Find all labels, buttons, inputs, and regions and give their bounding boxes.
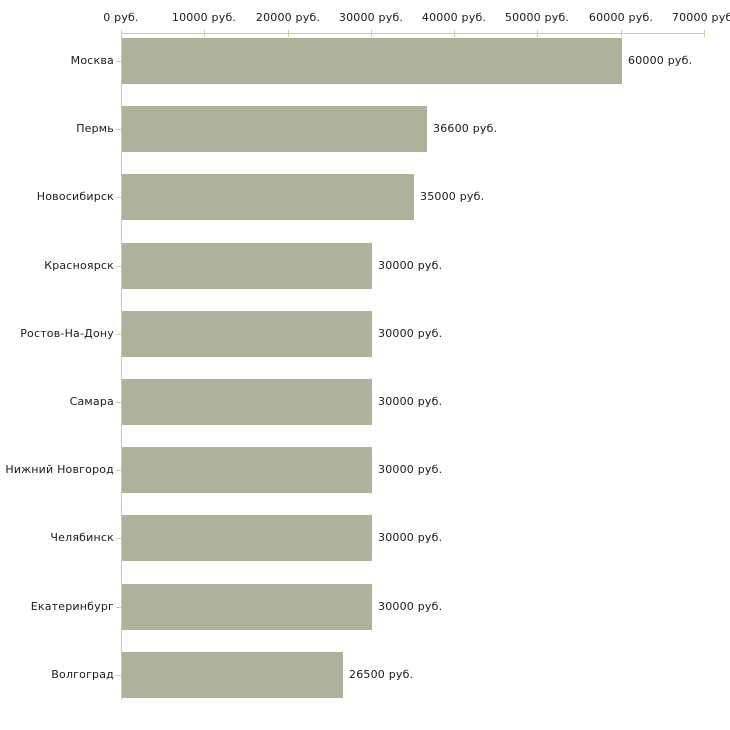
x-axis-tick-label: 20000 руб. bbox=[255, 11, 321, 24]
bar bbox=[122, 243, 372, 289]
category-label: Самара bbox=[69, 395, 114, 408]
x-axis-tick bbox=[121, 30, 122, 37]
x-axis-tick bbox=[371, 30, 372, 37]
x-axis-tick-label: 50000 руб. bbox=[504, 11, 570, 24]
bar-value-label: 30000 руб. bbox=[378, 327, 443, 340]
category-tick bbox=[116, 61, 121, 62]
category-tick bbox=[116, 675, 121, 676]
bar-value-label: 30000 руб. bbox=[378, 259, 443, 272]
category-label: Челябинск bbox=[50, 531, 114, 544]
category-tick bbox=[116, 129, 121, 130]
x-axis-tick bbox=[204, 30, 205, 37]
category-tick bbox=[116, 538, 121, 539]
bar-value-label: 60000 руб. bbox=[628, 54, 693, 67]
x-axis-tick-label: 70000 руб. bbox=[671, 11, 730, 24]
category-label: Нижний Новгород bbox=[5, 463, 114, 476]
bar bbox=[122, 38, 622, 84]
bar-value-label: 36600 руб. bbox=[433, 122, 498, 135]
category-label: Екатеринбург bbox=[30, 600, 114, 613]
x-axis-tick-label: 40000 руб. bbox=[421, 11, 487, 24]
bar bbox=[122, 447, 372, 493]
x-axis-tick-label: 60000 руб. bbox=[588, 11, 654, 24]
category-label: Красноярск bbox=[44, 259, 114, 272]
x-axis-tick-label: 30000 руб. bbox=[338, 11, 404, 24]
category-label: Ростов-На-Дону bbox=[20, 327, 114, 340]
bar bbox=[122, 106, 427, 152]
bar-value-label: 30000 руб. bbox=[378, 395, 443, 408]
bar-value-label: 35000 руб. bbox=[420, 190, 485, 203]
x-axis-tick-label: 0 руб. bbox=[103, 11, 139, 24]
bar bbox=[122, 652, 343, 698]
y-axis-line bbox=[121, 33, 122, 700]
bar bbox=[122, 515, 372, 561]
bar bbox=[122, 584, 372, 630]
category-label: Москва bbox=[70, 54, 114, 67]
x-axis-tick bbox=[704, 30, 705, 37]
bar-value-label: 30000 руб. bbox=[378, 463, 443, 476]
x-axis-tick bbox=[454, 30, 455, 37]
bar bbox=[122, 311, 372, 357]
x-axis-line bbox=[121, 33, 705, 34]
category-tick bbox=[116, 197, 121, 198]
bar bbox=[122, 379, 372, 425]
category-tick bbox=[116, 334, 121, 335]
bar bbox=[122, 174, 414, 220]
category-label: Новосибирск bbox=[36, 190, 114, 203]
category-tick bbox=[116, 402, 121, 403]
x-axis-tick bbox=[288, 30, 289, 37]
category-label: Пермь bbox=[76, 122, 114, 135]
category-label: Волгоград bbox=[51, 668, 114, 681]
bar-value-label: 30000 руб. bbox=[378, 531, 443, 544]
category-tick bbox=[116, 470, 121, 471]
category-tick bbox=[116, 266, 121, 267]
x-axis-tick bbox=[621, 30, 622, 37]
category-tick bbox=[116, 607, 121, 608]
bar-value-label: 26500 руб. bbox=[349, 668, 414, 681]
x-axis-tick-label: 10000 руб. bbox=[171, 11, 237, 24]
bar-value-label: 30000 руб. bbox=[378, 600, 443, 613]
x-axis-tick bbox=[537, 30, 538, 37]
